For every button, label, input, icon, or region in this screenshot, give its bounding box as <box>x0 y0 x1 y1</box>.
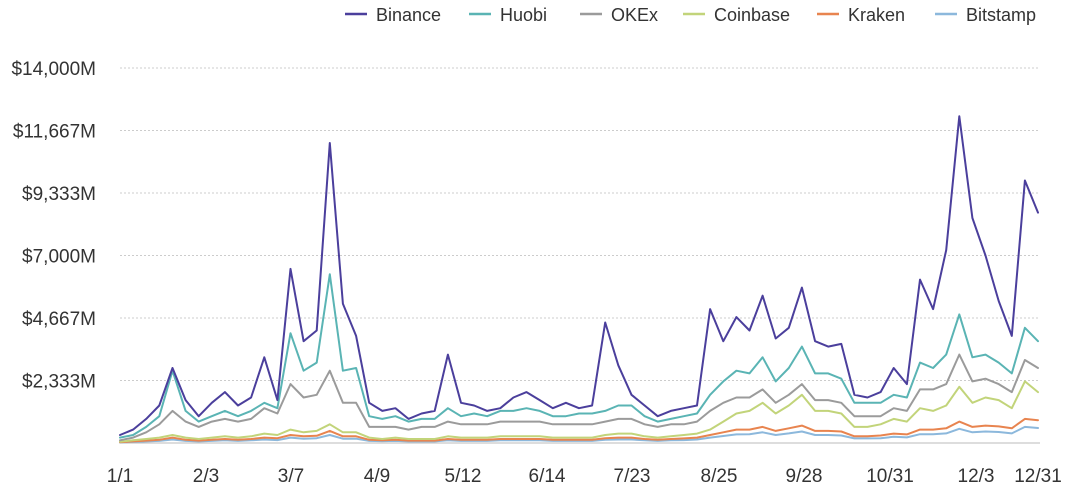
grid-lines <box>120 67 1040 382</box>
series-line-kraken <box>119 417 1039 444</box>
x-axis-ticks: 1/1 2/3 3/7 4/9 5/12 6/14 7/23 8/25 9/28 10/31 12/… <box>107 466 1062 487</box>
y-tick-label: $9,333M <box>22 184 96 205</box>
legend-label: Kraken <box>848 5 905 25</box>
legend-label: Coinbase <box>714 5 790 25</box>
x-tick-label: 3/7 <box>278 466 304 487</box>
series-line-binance <box>119 115 1039 436</box>
x-tick-label: 9/28 <box>786 466 823 487</box>
x-tick-label: 12/3 <box>958 466 995 487</box>
series-line-huobi <box>119 273 1039 439</box>
x-tick-label: 4/9 <box>364 466 390 487</box>
x-tick-label: 8/25 <box>701 466 738 487</box>
series-lines <box>119 115 1039 444</box>
x-tick-label: 12/31 <box>1014 466 1062 487</box>
series-line-coinbase <box>119 380 1039 443</box>
legend-label: OKEx <box>611 5 658 25</box>
series-line-okex <box>119 353 1039 442</box>
x-tick-label: 2/3 <box>193 466 219 487</box>
legend-label: Bitstamp <box>966 5 1036 25</box>
y-tick-label: $14,000M <box>11 59 96 80</box>
x-tick-label: 6/14 <box>529 466 566 487</box>
x-tick-label: 5/12 <box>445 466 482 487</box>
legend-label: Binance <box>376 5 441 25</box>
legend-label: Huobi <box>500 5 547 25</box>
x-tick-label: 10/31 <box>866 466 914 487</box>
y-tick-label: $2,333M <box>22 372 96 393</box>
series-line-bitstamp <box>119 425 1039 444</box>
y-axis-ticks: $2,333M $4,667M $7,000M $9,333M $11,667M $14,… <box>11 59 96 393</box>
chart-legend: Binance Huobi OKEx Coinbase Kraken Bitstamp <box>345 5 1036 25</box>
y-tick-label: $11,667M <box>13 121 96 142</box>
y-tick-label: $4,667M <box>22 309 96 330</box>
x-tick-label: 7/23 <box>614 466 651 487</box>
y-tick-label: $7,000M <box>22 247 96 268</box>
x-tick-label: 1/1 <box>107 466 133 487</box>
